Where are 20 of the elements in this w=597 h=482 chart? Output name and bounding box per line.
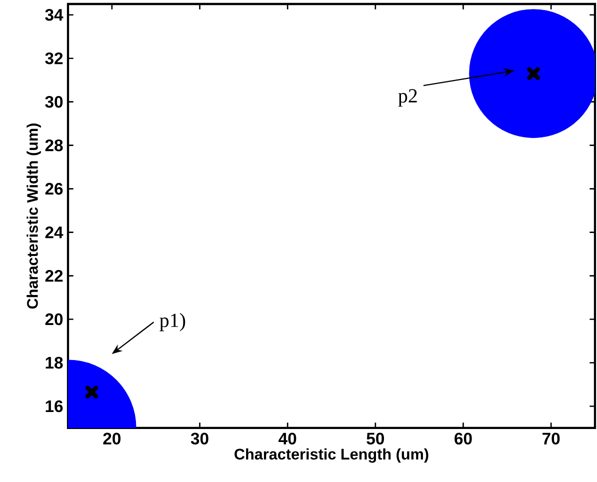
annotation: p1)	[160, 313, 186, 332]
x-tick-label: 60	[454, 432, 472, 444]
x-axis-title: Characteristic Length (um)	[234, 448, 428, 463]
y-axis-title: Characteristic Width (um)	[26, 124, 41, 309]
y-tick-label: 16	[46, 400, 63, 412]
y-tick-label: 22	[45, 270, 63, 282]
y-tick-label: 24	[45, 226, 64, 238]
y-tick-label: 30	[45, 96, 63, 108]
x-tick-label: 30	[190, 432, 208, 445]
y-tick-label: 20	[45, 313, 63, 326]
y-tick-label: 26	[45, 182, 63, 195]
x-tick-label: 40	[278, 432, 296, 444]
annotation: p2	[398, 89, 417, 107]
y-tick-label: 28	[45, 139, 63, 152]
y-tick-label: 32	[45, 52, 63, 64]
x-tick-label: 50	[366, 432, 384, 444]
y-tick-label: 18	[46, 356, 63, 369]
x-tick-label: 70	[542, 432, 560, 444]
y-tick-label: 34	[45, 8, 64, 21]
x-tick-label: 20	[103, 432, 121, 444]
